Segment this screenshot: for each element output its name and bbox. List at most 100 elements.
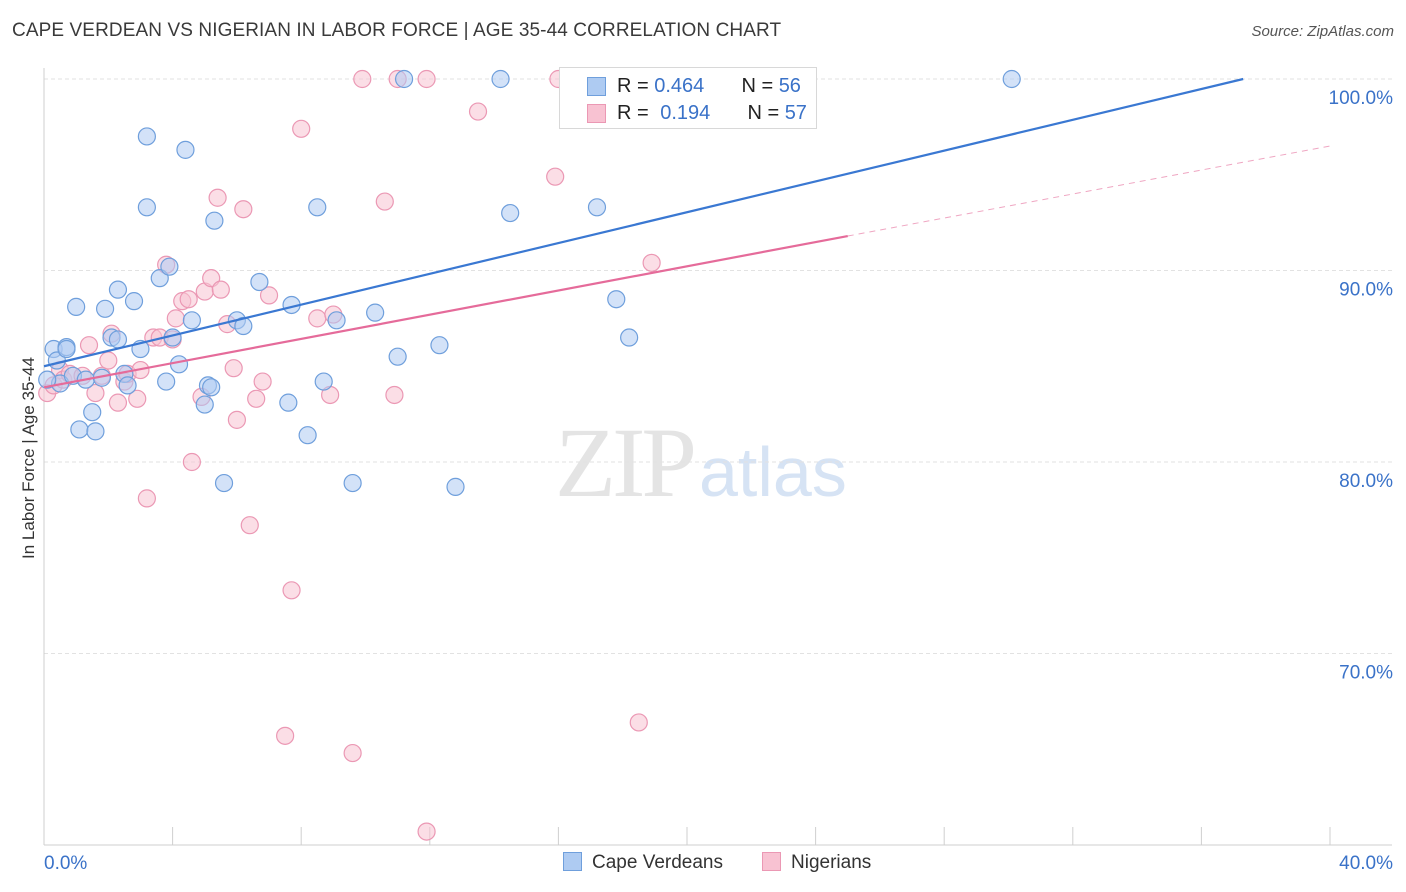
axes: [43, 68, 1392, 846]
point-nigerian: [240, 516, 259, 535]
point-nigerian: [79, 336, 99, 355]
x-tick-label: 0.0%: [44, 853, 87, 874]
y-tick-label: 90.0%: [1339, 280, 1393, 301]
point-cape-verdean: [620, 328, 639, 347]
point-cape-verdean: [67, 297, 86, 316]
legend-r-label: R =: [617, 102, 649, 124]
legend-swatch-blue: [587, 77, 606, 96]
point-cape-verdean: [95, 299, 115, 318]
point-cape-verdean: [124, 292, 144, 311]
point-cape-verdean: [298, 426, 317, 445]
point-cape-verdean: [157, 372, 176, 391]
watermark-atlas: atlas: [699, 433, 847, 511]
point-nigerian: [375, 192, 394, 211]
point-nigerian: [166, 309, 185, 328]
point-cape-verdean: [205, 211, 224, 230]
point-nigerian: [546, 167, 565, 186]
point-cape-verdean: [137, 127, 156, 146]
legend-n-label: N =: [747, 102, 780, 124]
series-cape-verdeans-points: [38, 69, 1021, 496]
point-nigerian: [468, 102, 488, 121]
series-nigerians-points: [38, 69, 761, 841]
point-cape-verdean: [279, 393, 298, 412]
legend-n-value-nigerians: 57: [784, 102, 807, 124]
tick-labels: 100.0% 90.0% 80.0% 70.0% 0.0% 40.0%: [44, 88, 1393, 874]
point-cape-verdean: [169, 355, 189, 374]
point-cape-verdean: [1002, 69, 1021, 89]
point-nigerian: [224, 359, 243, 378]
point-cape-verdean: [388, 347, 407, 366]
legend-n-label: N =: [741, 75, 774, 97]
bottom-legend-cape-verdeans: Cape Verdeans: [563, 852, 723, 874]
point-nigerian: [417, 69, 436, 89]
point-cape-verdean: [607, 290, 626, 309]
point-nigerian: [343, 743, 362, 763]
legend-r-value-nigerians: 0.194: [660, 102, 711, 124]
bottom-legend-swatch-pink: [762, 852, 781, 871]
point-nigerian: [108, 393, 128, 412]
point-cape-verdean: [202, 378, 221, 397]
point-nigerian: [234, 200, 253, 219]
point-cape-verdean: [108, 330, 128, 349]
legend-r-label: R =: [617, 75, 649, 97]
point-cape-verdean: [176, 140, 195, 159]
bottom-legend-nigerians: Nigerians: [762, 852, 871, 874]
point-cape-verdean: [57, 339, 76, 359]
point-nigerian: [182, 452, 201, 472]
point-nigerian: [642, 253, 661, 272]
point-cape-verdean: [314, 372, 333, 391]
point-cape-verdean: [70, 420, 89, 439]
legend-r-value-cape-verdeans: 0.464: [654, 75, 705, 97]
point-nigerian: [227, 410, 246, 429]
point-cape-verdean: [501, 203, 520, 223]
point-nigerian: [253, 372, 272, 391]
legend-n-value-cape-verdeans: 56: [778, 75, 801, 97]
point-cape-verdean: [366, 303, 385, 322]
point-cape-verdean: [83, 403, 102, 422]
bottom-legend-label-nigerians: Nigerians: [791, 852, 872, 873]
point-nigerian: [137, 489, 156, 508]
bottom-legend-label-cape-verdeans: Cape Verdeans: [592, 852, 723, 873]
point-cape-verdean: [160, 257, 179, 276]
trend-line-cape-verdeans: [43, 77, 1244, 368]
point-cape-verdean: [182, 311, 201, 330]
x-tick-label: 40.0%: [1339, 853, 1393, 874]
trend-line-nigerians-extension: [847, 145, 1331, 237]
point-cape-verdean: [430, 336, 449, 355]
point-nigerian: [292, 119, 311, 138]
point-nigerian: [259, 286, 279, 305]
point-nigerian: [247, 389, 266, 408]
point-cape-verdean: [38, 370, 57, 389]
point-cape-verdean: [86, 422, 105, 441]
point-nigerian: [417, 822, 436, 841]
point-cape-verdean: [250, 272, 269, 292]
legend-swatch-pink: [587, 104, 606, 123]
gridlines: [44, 78, 1392, 654]
y-tick-label: 70.0%: [1339, 663, 1393, 684]
point-cape-verdean: [195, 395, 214, 414]
point-nigerian: [385, 385, 404, 405]
point-nigerian: [353, 69, 372, 89]
point-nigerian: [208, 188, 227, 207]
point-nigerian: [179, 290, 198, 309]
point-cape-verdean: [491, 69, 510, 89]
point-cape-verdean: [108, 280, 128, 299]
bottom-legend-swatch-blue: [563, 852, 582, 871]
point-nigerian: [282, 581, 301, 600]
trend-line-nigerians: [43, 234, 848, 389]
point-nigerian: [276, 726, 295, 745]
point-cape-verdean: [308, 198, 327, 217]
point-cape-verdean: [446, 477, 465, 496]
point-cape-verdean: [587, 198, 607, 217]
point-cape-verdean: [394, 69, 414, 89]
y-tick-label: 100.0%: [1329, 88, 1394, 109]
source-credit: Source: ZipAtlas.com: [1251, 23, 1394, 40]
point-cape-verdean: [343, 473, 362, 493]
point-nigerian: [86, 383, 105, 403]
point-nigerian: [211, 280, 230, 299]
point-cape-verdean: [118, 376, 137, 395]
point-nigerian: [308, 309, 327, 328]
point-cape-verdean: [137, 198, 156, 217]
point-nigerian: [629, 713, 648, 732]
